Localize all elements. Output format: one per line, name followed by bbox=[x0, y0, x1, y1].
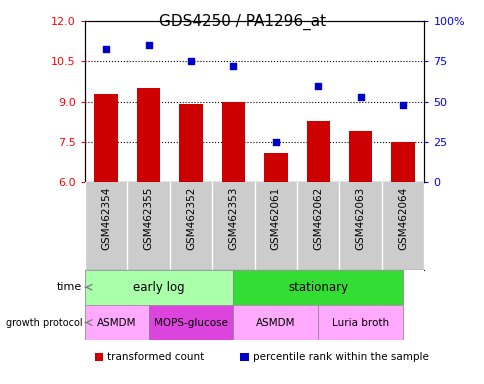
Text: GSM462353: GSM462353 bbox=[228, 187, 238, 250]
Bar bbox=[306, 121, 329, 182]
Bar bbox=[264, 153, 287, 182]
Text: GSM462061: GSM462061 bbox=[270, 187, 280, 250]
Bar bbox=[148, 305, 233, 340]
Bar bbox=[233, 270, 402, 305]
Point bbox=[356, 94, 364, 100]
Text: GSM462063: GSM462063 bbox=[355, 187, 365, 250]
Text: ASMDM: ASMDM bbox=[256, 318, 295, 328]
Bar bbox=[233, 305, 318, 340]
Bar bbox=[318, 305, 402, 340]
Text: percentile rank within the sample: percentile rank within the sample bbox=[252, 352, 428, 362]
Text: GSM462354: GSM462354 bbox=[101, 187, 111, 250]
Text: time: time bbox=[57, 282, 82, 292]
Text: GSM462064: GSM462064 bbox=[397, 187, 408, 250]
Point bbox=[144, 42, 152, 48]
Bar bbox=[221, 102, 244, 182]
Bar bbox=[85, 305, 148, 340]
Bar bbox=[94, 94, 118, 182]
Point bbox=[102, 45, 110, 51]
Point bbox=[314, 83, 321, 89]
Text: GSM462352: GSM462352 bbox=[185, 187, 196, 250]
Point bbox=[229, 63, 237, 70]
Bar bbox=[179, 104, 202, 182]
Point bbox=[187, 58, 195, 65]
Text: GSM462355: GSM462355 bbox=[143, 187, 153, 250]
Text: Luria broth: Luria broth bbox=[332, 318, 389, 328]
Bar bbox=[136, 88, 160, 182]
Text: GSM462062: GSM462062 bbox=[313, 187, 323, 250]
Text: transformed count: transformed count bbox=[107, 352, 204, 362]
Text: growth protocol: growth protocol bbox=[6, 318, 82, 328]
Text: ASMDM: ASMDM bbox=[97, 318, 136, 328]
Text: MOPS-glucose: MOPS-glucose bbox=[153, 318, 227, 328]
Text: stationary: stationary bbox=[287, 281, 348, 294]
Bar bbox=[85, 270, 233, 305]
Point bbox=[272, 139, 279, 145]
Point bbox=[398, 102, 406, 108]
Text: GDS4250 / PA1296_at: GDS4250 / PA1296_at bbox=[159, 13, 325, 30]
Text: early log: early log bbox=[133, 281, 184, 294]
Bar bbox=[348, 131, 372, 182]
Bar bbox=[391, 142, 414, 182]
